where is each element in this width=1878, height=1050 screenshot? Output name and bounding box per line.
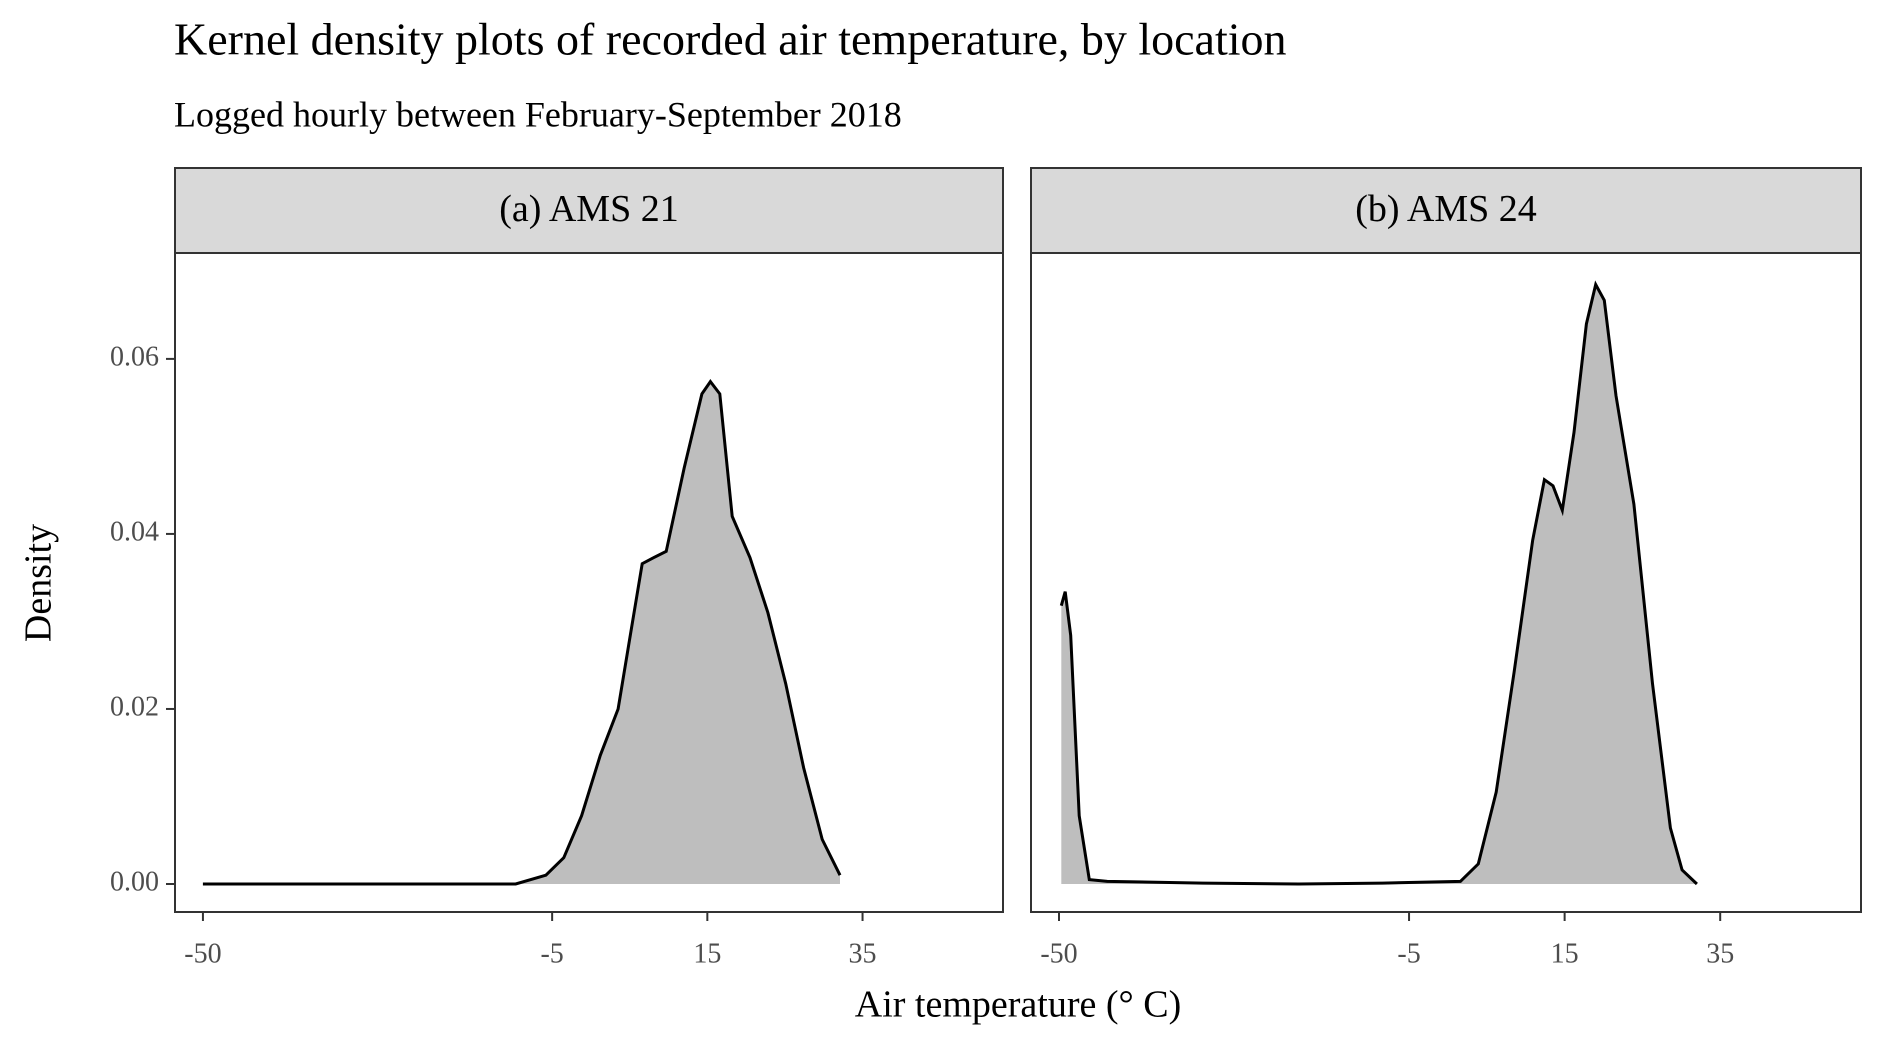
y-tick-label: 0.02 xyxy=(110,691,159,722)
strip-label: (b) AMS 24 xyxy=(1355,188,1537,230)
x-axis-label: Air temperature (° C) xyxy=(855,984,1181,1026)
y-tick-label: 0.04 xyxy=(110,516,159,547)
x-tick-label: -50 xyxy=(1040,938,1077,969)
y-axis-label: Density xyxy=(18,524,60,642)
density-line xyxy=(202,379,842,886)
strip xyxy=(1030,167,1862,254)
x-tick-label: 15 xyxy=(1551,938,1579,969)
panel-border xyxy=(1030,252,1862,913)
density-area xyxy=(1061,284,1697,884)
x-tick-label: 35 xyxy=(1706,938,1734,969)
panel-border xyxy=(174,252,1004,913)
density-area xyxy=(202,381,840,884)
strip xyxy=(174,167,1004,254)
y-tick-label: 0.06 xyxy=(110,341,159,372)
density-line xyxy=(1059,280,1698,886)
chart-title: Kernel density plots of recorded air tem… xyxy=(174,14,1287,65)
strip-label: (a) AMS 21 xyxy=(499,188,678,230)
x-tick-label: -5 xyxy=(1397,938,1420,969)
y-tick-label: 0.00 xyxy=(110,866,159,897)
x-tick-label: 35 xyxy=(849,938,877,969)
x-tick-label: 15 xyxy=(693,938,721,969)
chart-subtitle: Logged hourly between February-September… xyxy=(174,94,902,134)
x-tick-label: -50 xyxy=(184,938,221,969)
x-tick-label: -5 xyxy=(540,938,563,969)
